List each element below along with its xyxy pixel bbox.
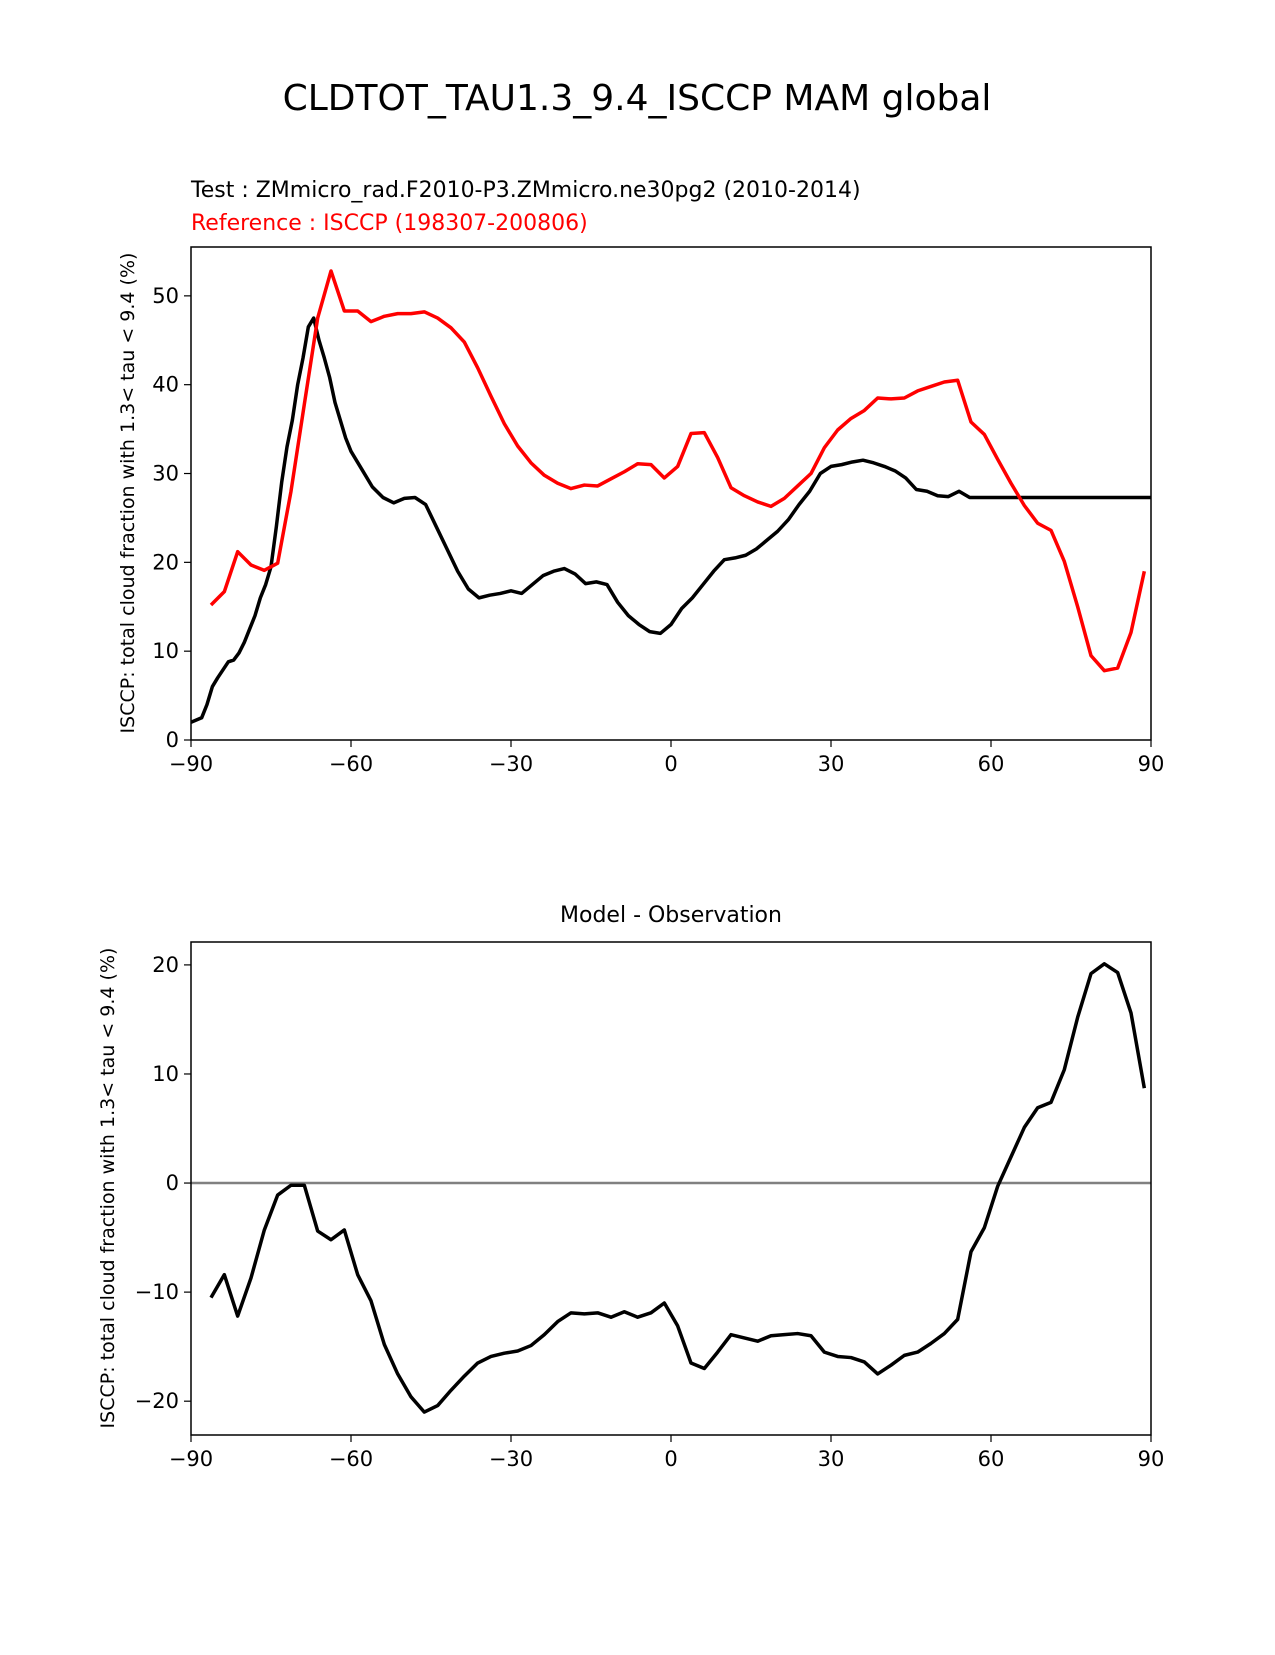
climatology-panel: Test : ZMmicro_rad.F2010-P3.ZMmicro.ne30… [117,178,1164,776]
top-y-tick-label: 20 [152,550,179,574]
top-y-tick-label: 50 [152,284,179,308]
figure-title: CLDTOT_TAU1.3_9.4_ISCCP MAM global [283,78,992,119]
bottom-x-tick-label: −90 [169,1447,213,1471]
top-reference-line [209,269,1147,673]
bottom-x-tick-label: 30 [818,1447,845,1471]
top-axes-frame [190,246,1152,741]
bottom-y-tick-label: −20 [135,1389,179,1413]
bottom-y-tick-label: −10 [135,1280,179,1304]
top-x-tick-label: −30 [489,752,533,776]
bottom-plot-area: −90 −60 −30 0 30 60 90 −20 −10 0 10 20 [135,953,1165,1471]
bottom-axes-frame [190,941,1152,1436]
bottom-title: Model - Observation [560,903,782,928]
top-y-tick-label: 40 [152,373,179,397]
bottom-x-tick-label: −60 [329,1447,373,1471]
test-label: Test : ZMmicro_rad.F2010-P3.ZMmicro.ne30… [190,178,861,203]
bottom-y-tick-label: 0 [166,1171,179,1195]
bottom-x-tick-label: −30 [489,1447,533,1471]
top-plot-area: −90 −60 −30 0 30 60 90 0 10 20 30 40 50 [152,269,1165,776]
top-x-tick-label: 90 [1138,752,1165,776]
bottom-y-tick-label: 20 [152,953,179,977]
bottom-difference-line [209,962,1147,1414]
top-x-tick-label: 60 [978,752,1005,776]
top-y-tick-label: 10 [152,639,179,663]
top-x-tick-label: −90 [169,752,213,776]
bottom-x-tick-label: 90 [1138,1447,1165,1471]
bottom-x-tick-label: 60 [978,1447,1005,1471]
top-x-tick-label: −60 [329,752,373,776]
top-x-tick-label: 30 [818,752,845,776]
difference-panel: Model - Observation ISCCP: total cloud f… [97,903,1164,1471]
top-y-tick-label: 0 [166,728,179,752]
top-x-tick-label: 0 [664,752,677,776]
bottom-x-tick-label: 0 [664,1447,677,1471]
reference-label: Reference : ISCCP (198307-200806) [191,211,588,236]
top-y-axis-label: ISCCP: total cloud fraction with 1.3< ta… [117,253,139,734]
bottom-y-tick-label: 10 [152,1062,179,1086]
bottom-y-axis-label: ISCCP: total cloud fraction with 1.3< ta… [97,948,119,1429]
top-test-line [191,316,1151,724]
top-y-tick-label: 30 [152,462,179,486]
